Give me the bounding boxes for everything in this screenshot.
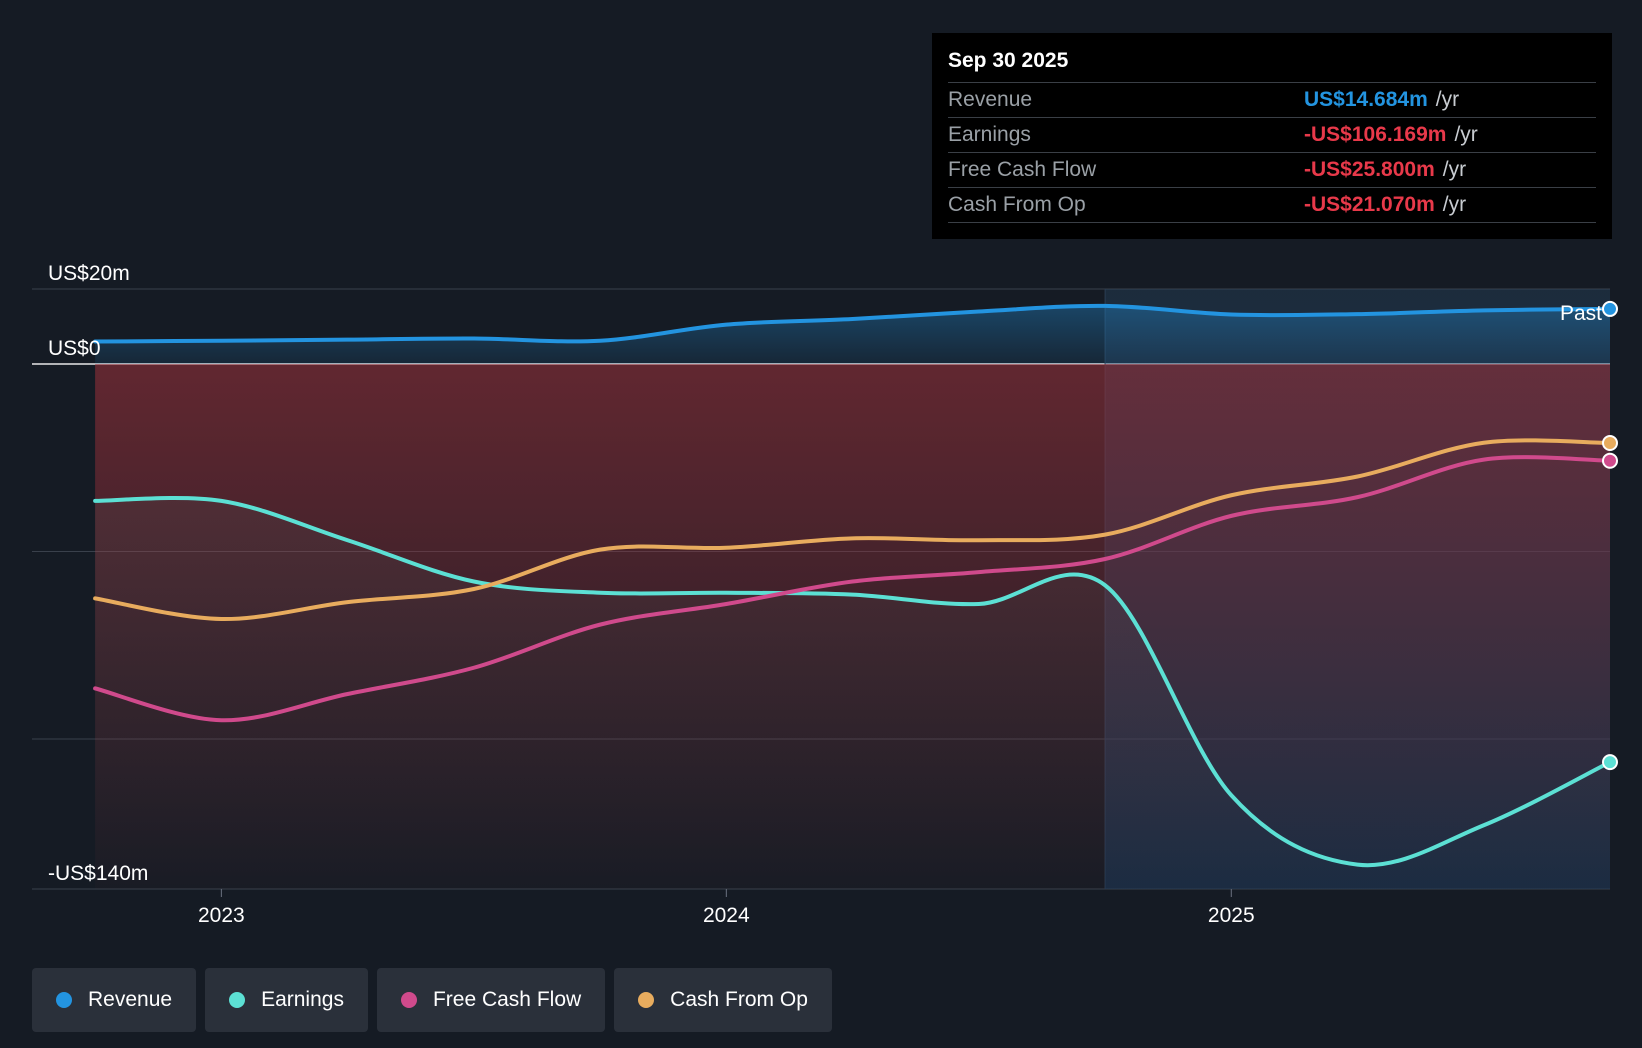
- legend-dot-icon: [400, 992, 417, 1008]
- legend-dot-icon: [56, 992, 72, 1008]
- legend-dot-icon: [638, 992, 655, 1008]
- legend-dot-icon: [229, 992, 246, 1008]
- legend-item-cash-from-op[interactable]: Cash From Op: [614, 968, 832, 1032]
- tooltip-row-value: US$14.684m: [1304, 88, 1428, 111]
- series-lines: [93, 303, 1612, 868]
- tooltip-row-label: Free Cash Flow: [948, 158, 1097, 181]
- tooltip-row-unit: /yr: [1435, 88, 1460, 111]
- tooltip-date: Sep 30 2025: [948, 46, 1596, 83]
- tooltip-row-label: Cash From Op: [948, 193, 1086, 216]
- earnings-end-marker: [1602, 754, 1618, 771]
- free-cash-flow-end-marker: [1602, 452, 1618, 469]
- tooltip-row-unit: /yr: [1442, 193, 1467, 216]
- y-axis-label: -US$140m: [48, 862, 148, 885]
- earnings-area: [95, 497, 1611, 889]
- tooltip-row-earnings: Earnings -US$106.169m /yr: [948, 118, 1596, 153]
- past-label: Past: [1560, 302, 1602, 325]
- tooltip-row-value: -US$106.169m: [1304, 123, 1447, 146]
- tooltip-row-label: Earnings: [948, 123, 1031, 146]
- revenue-area: [95, 305, 1611, 364]
- tooltip-row-free-cash-flow: Free Cash Flow -US$25.800m /yr: [948, 153, 1596, 188]
- free-cash-flow-line: [93, 455, 1612, 723]
- x-tick-label: 2023: [198, 904, 245, 927]
- area-fills: [95, 289, 1611, 889]
- tooltip-row-revenue: Revenue US$14.684m /yr: [948, 83, 1596, 118]
- tooltip-row-cash-from-op: Cash From Op -US$21.070m /yr: [948, 188, 1596, 223]
- legend-item-revenue[interactable]: Revenue: [32, 968, 197, 1032]
- y-axis-label: US$0: [48, 337, 101, 360]
- legend: Revenue Earnings Free Cash Flow Cash Fro…: [32, 968, 832, 1032]
- revenue-end-marker: [1602, 300, 1618, 317]
- legend-item-free-cash-flow[interactable]: Free Cash Flow: [376, 968, 606, 1032]
- legend-label: Revenue: [88, 988, 173, 1011]
- tooltip-row-unit: /yr: [1454, 123, 1478, 146]
- tooltip-row-value: -US$21.070m: [1304, 193, 1435, 216]
- axis-labels: 2023 2024 2025 US$20m US$0 -US$140m Past: [48, 262, 1602, 927]
- tooltip-row-value: -US$25.800m: [1304, 158, 1435, 181]
- legend-label: Earnings: [261, 988, 344, 1011]
- legend-item-earnings[interactable]: Earnings: [205, 968, 368, 1032]
- x-tick-label: 2025: [1208, 904, 1255, 927]
- cash-from-op-end-marker: [1602, 435, 1618, 452]
- y-axis-label: US$20m: [48, 262, 130, 285]
- series-end-markers: [1602, 300, 1618, 771]
- legend-label: Cash From Op: [670, 988, 808, 1011]
- tooltip-row-label: Revenue: [948, 88, 1033, 111]
- revenue-line: [93, 303, 1612, 344]
- cash-from-op-line: [93, 438, 1612, 622]
- earnings-line: [93, 495, 1612, 868]
- tooltip-row-unit: /yr: [1442, 158, 1467, 181]
- legend-label: Free Cash Flow: [432, 988, 582, 1011]
- tooltip-panel: Sep 30 2025 Revenue US$14.684m /yr Earni…: [932, 33, 1612, 239]
- x-tick-label: 2024: [703, 904, 750, 927]
